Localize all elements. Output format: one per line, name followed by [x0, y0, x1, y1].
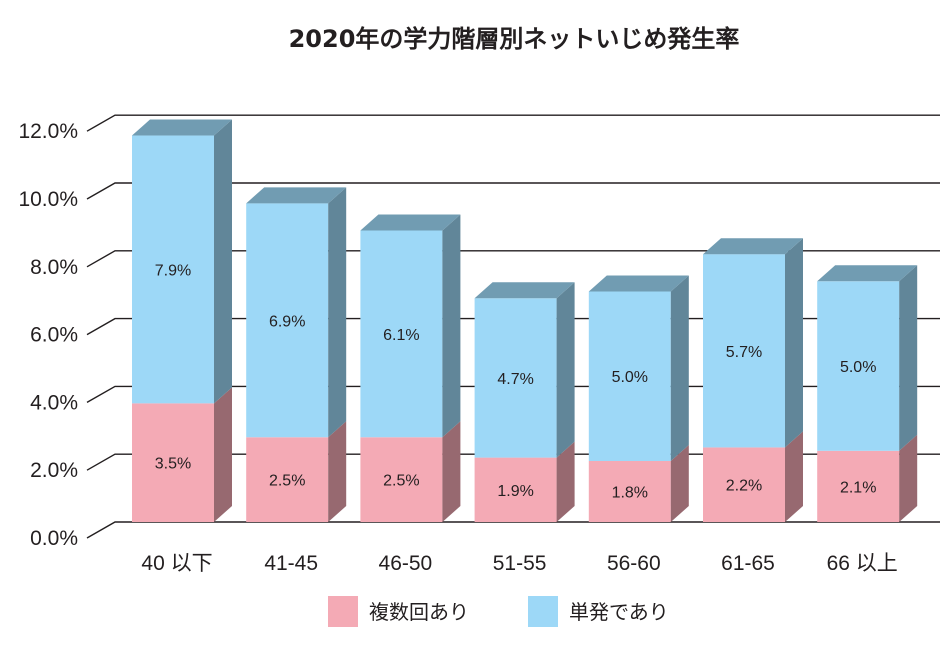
bar-top [246, 187, 347, 204]
bar-segment-side [899, 265, 918, 451]
data-label: 6.9% [269, 313, 305, 330]
bar-stack: 3.5% 7.9% [132, 119, 232, 522]
gridline [86, 114, 940, 132]
y-tick-label: 0.0% [30, 527, 78, 550]
x-tick-label: 51-55 [493, 552, 547, 575]
bar-segment [246, 437, 329, 522]
x-tick-label: 41-45 [264, 552, 318, 575]
gridline [86, 182, 940, 200]
legend-item: 複数回あり [328, 596, 469, 627]
bar-segment-side [670, 275, 689, 461]
gridline [86, 250, 940, 268]
legend-label: 複数回あり [369, 600, 469, 624]
x-axis: 40 以下 41-45 46-50 51-55 56-60 61-65 66 以上 [141, 552, 897, 575]
data-label: 2.1% [840, 479, 876, 496]
x-tick-label: 46-50 [379, 552, 433, 575]
y-tick-label: 8.0% [30, 256, 78, 279]
gridline [86, 521, 940, 539]
bar-segment [360, 437, 443, 522]
bar-stack: 2.1% 5.0% [817, 265, 918, 522]
bar-segment-side [670, 444, 689, 522]
bar-segment-side [328, 421, 347, 522]
bars: 3.5% 7.9% 2.5% 6.9% 2.5% 6.1% 1.9% 4.7% 1.8% 5.0%… [132, 119, 918, 522]
data-label: 1.9% [497, 483, 533, 500]
legend-item: 単発であり [528, 596, 669, 627]
bar-segment [703, 447, 785, 522]
bar-segment-side [442, 421, 461, 522]
y-tick-label: 12.0% [18, 120, 78, 143]
bar-stack: 2.5% 6.1% [360, 214, 461, 522]
bar-top [360, 214, 461, 231]
bar-segment-side [214, 387, 232, 522]
bar-segment [360, 230, 443, 438]
y-axis: 0.0% 2.0% 4.0% 6.0% 8.0% 10.0% 12.0% [18, 120, 78, 550]
bar-segment-side [556, 282, 575, 458]
gridlines [86, 114, 940, 539]
x-tick-label: 40 以下 [141, 552, 212, 575]
x-tick-label: 56-60 [607, 552, 661, 575]
y-tick-label: 10.0% [18, 188, 78, 211]
data-label: 6.1% [383, 327, 419, 344]
bar-segment [703, 254, 785, 448]
bar-segment-side [442, 214, 461, 438]
bar-segment [246, 203, 329, 438]
legend-swatch [528, 596, 558, 627]
data-label: 5.0% [840, 359, 876, 376]
data-label: 1.8% [612, 484, 648, 501]
bar-segment [474, 457, 557, 522]
bar-top [132, 119, 232, 136]
bar-segment-side [214, 119, 232, 404]
bar-segment-side [328, 187, 347, 438]
y-tick-label: 2.0% [30, 459, 78, 482]
bar-stack: 2.5% 6.9% [246, 187, 347, 522]
bar-segment [132, 135, 214, 404]
bar-stack: 2.2% 5.7% [703, 238, 803, 522]
data-label: 3.5% [155, 456, 191, 473]
bar-segment [474, 298, 557, 458]
legend-swatch [328, 596, 358, 627]
bar-segment [817, 281, 900, 451]
data-label: 2.2% [726, 478, 762, 495]
chart-title: 2020年の学力階層別ネットいじめ発生率 [289, 25, 740, 53]
bar-top [474, 282, 575, 299]
data-label: 5.0% [612, 369, 648, 386]
bar-top [703, 238, 803, 255]
legend: 複数回あり 単発であり [328, 596, 669, 627]
y-tick-label: 4.0% [30, 391, 78, 414]
bar-segment [588, 291, 671, 461]
x-tick-label: 61-65 [721, 552, 775, 575]
bar-stack: 1.9% 4.7% [474, 282, 575, 522]
bar-segment-side [785, 431, 803, 522]
x-tick-label: 66 以上 [827, 552, 898, 575]
y-tick-label: 6.0% [30, 324, 78, 347]
bar-segment-side [556, 441, 575, 522]
legend-label: 単発であり [569, 600, 669, 624]
bar-segment [132, 403, 214, 522]
data-label: 5.7% [726, 344, 762, 361]
data-label: 4.7% [497, 371, 533, 388]
bar-top [588, 275, 689, 292]
bar-stack: 1.8% 5.0% [588, 275, 689, 522]
bar-segment-side [785, 238, 803, 448]
data-label: 2.5% [269, 473, 305, 490]
bar-segment [588, 460, 671, 522]
data-label: 7.9% [155, 262, 191, 279]
bar-segment-side [899, 434, 918, 522]
data-label: 2.5% [383, 473, 419, 490]
bar-segment [817, 450, 900, 522]
bar-top [817, 265, 918, 282]
